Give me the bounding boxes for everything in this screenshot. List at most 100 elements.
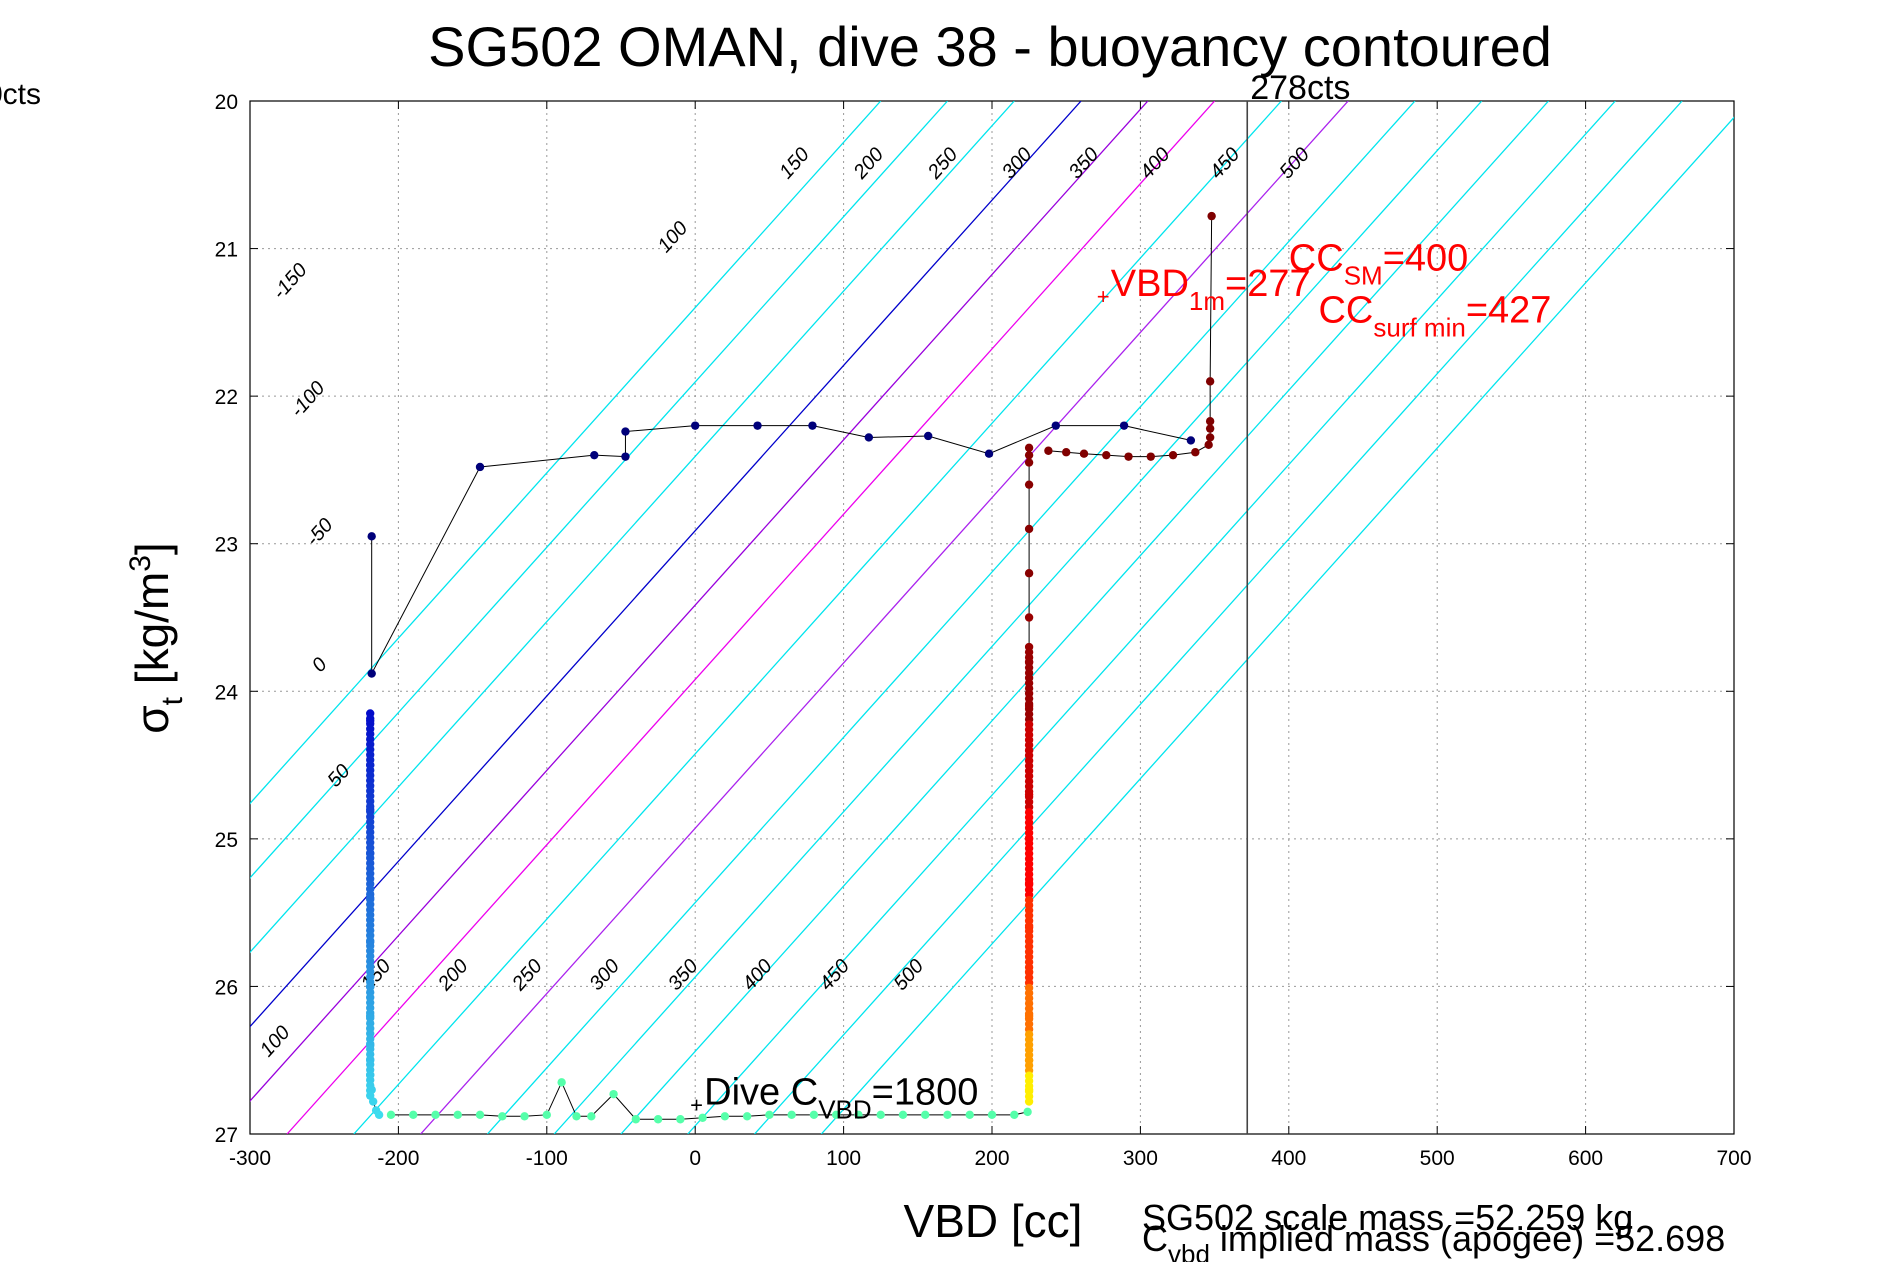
series-point [854,1110,863,1120]
contour-line [250,101,1082,1028]
y-tick-label: 21 [215,239,238,262]
series-point [1146,452,1155,461]
series-point [921,1110,930,1120]
annotation-text: VBD1m=277 [1111,263,1311,316]
y-tick-label: 22 [215,386,238,409]
x-tick-label: 700 [1716,1147,1751,1170]
series-point [1024,443,1034,452]
series-point [1024,450,1034,460]
y-tick-label: 25 [215,829,238,852]
contour-label: 200 [849,144,888,184]
series-point [621,452,630,461]
series-point [590,450,599,460]
series-point [1024,569,1034,578]
contour-label: 100 [654,217,693,257]
y-axis-label: σt [kg/m3] [124,542,189,733]
series-point [1051,421,1061,430]
contour-line [486,101,1416,1134]
axis-ticks: -300 -200 -100 0 100 200 300 400 500 600 700202122… [215,91,1752,1170]
series-point [609,1089,618,1099]
series-point [475,462,485,472]
series-point [1168,450,1178,460]
series-point [1024,458,1034,467]
x-tick-label: 100 [826,1147,861,1170]
y-tick-label: 24 [215,681,239,704]
y-label-units: [kg/m [126,572,178,697]
series-point [1024,480,1034,489]
contour-label: -150 [268,259,311,303]
series-point [943,1110,952,1120]
contour-line [420,101,1349,1134]
series-point [984,449,994,458]
contour-label: 200 [433,955,472,995]
series-point [409,1110,418,1120]
y-tick-label: 26 [215,976,238,999]
contour-line [553,101,1483,1134]
series-point [1023,1107,1032,1117]
series-point [691,421,700,430]
series-point [923,431,933,441]
series-point [864,433,874,442]
left-edge-label: 0cts [0,78,41,111]
series-point [965,1110,974,1120]
series-point [498,1112,507,1121]
contour-line [286,101,1216,1134]
series-point [557,1078,566,1087]
x-tick-label: 300 [1123,1147,1158,1170]
buoyancy-contours [250,101,1734,1134]
y-label-sigma: σ [126,705,178,733]
series-point [1010,1110,1019,1120]
cts-label: 278cts [1250,69,1350,107]
series-point [898,1110,908,1120]
implied-sub: vbd [1168,1239,1210,1262]
series-point [1024,524,1034,534]
vertical-reference: 278cts [1246,69,1350,1134]
series-point [698,1113,707,1122]
series-point [1191,448,1200,457]
contour-label: 350 [664,955,703,995]
y-tick-label: 27 [215,1124,238,1147]
scale-mass-text: SG502 scale mass =52.259 kg [1142,1197,1633,1238]
series-point [1102,450,1111,460]
series-point [572,1112,581,1121]
series-point [1124,452,1133,461]
series-point [1024,1097,1034,1106]
annotation-text: Dive CVBD=1800 [704,1071,978,1124]
series-point [1024,613,1034,622]
series-point [1186,436,1196,445]
svg-text:σt [kg/m3]: σt [kg/m3] [124,542,189,733]
series-point [1207,211,1216,221]
annotation-text: CCSM=400 [1289,238,1468,291]
series-point [753,421,762,430]
contour-line [687,101,1616,1134]
y-tick-label: 23 [215,534,238,557]
series-point [808,421,817,430]
x-tick-label: -200 [377,1147,419,1170]
series-point [520,1112,529,1121]
implied-mass-text: Cvbd implied mass (apogee) =52.698 [1142,1218,1725,1262]
series-point [621,427,630,436]
contour-label: 250 [507,955,546,995]
contour-line [754,101,1683,1134]
x-tick-label: 200 [974,1147,1009,1170]
y-label-sub: t [156,696,189,705]
grid [250,101,1734,1134]
series-point [720,1112,730,1121]
annotation-marker: + [1097,284,1110,309]
contour-label: 100 [256,1022,295,1062]
contour-label: 0 [308,654,332,677]
contour-label: 500 [1275,144,1314,184]
contour-label: 150 [357,955,396,995]
annotation-marker: + [690,1092,703,1117]
contour-line [250,101,1015,954]
series-point [1205,377,1215,386]
contour-label: 500 [890,955,929,995]
series-point [1205,424,1215,433]
contour-label: 50 [323,760,354,791]
series-point [876,1110,885,1120]
y-tick-label: 20 [215,91,238,114]
contour-label: 400 [738,955,777,995]
series-point [809,1110,819,1120]
x-axis-label: VBD [cc] [904,1195,1083,1247]
